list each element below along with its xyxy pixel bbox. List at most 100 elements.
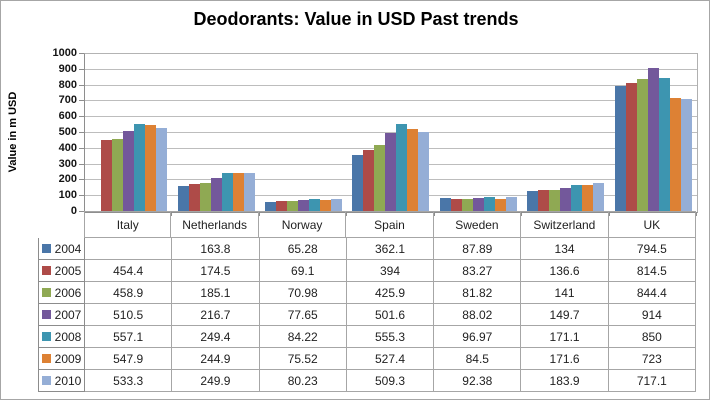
table-value-cell: 249.9 [172, 370, 260, 392]
y-axis-tick-label: 900 [58, 62, 77, 75]
x-axis-tick-mark [608, 212, 610, 216]
table-value-cell: 717.1 [608, 370, 696, 392]
legend-year-label: 2009 [54, 351, 82, 366]
bar [614, 86, 626, 212]
bar-group-sweden [435, 54, 522, 212]
legend-swatch-icon [41, 244, 51, 253]
bar [320, 200, 332, 212]
bar [571, 185, 583, 212]
bar [472, 198, 484, 212]
table-value-cell: 510.5 [85, 304, 173, 326]
bar-slot [418, 132, 430, 212]
x-axis-tick-mark [258, 212, 260, 216]
bar [145, 125, 157, 212]
bar-slot [450, 199, 462, 212]
table-value-cell: 394 [346, 260, 435, 282]
bar-slot [265, 202, 277, 212]
table-value-cell: 70.98 [259, 282, 347, 304]
table-value-cell: 850 [608, 326, 696, 348]
table-value-cell: 555.3 [346, 326, 435, 348]
bar [396, 124, 408, 212]
bar [276, 201, 288, 212]
table-value-cell: 249.4 [172, 326, 260, 348]
legend-swatch-icon [41, 310, 51, 319]
legend-swatch-icon [41, 266, 51, 275]
legend-year-label: 2007 [54, 307, 82, 322]
bar [287, 201, 299, 212]
bar-slot [407, 129, 419, 212]
bar-slot [243, 173, 255, 212]
bar-slot [494, 199, 506, 212]
table-value-cell: 501.6 [346, 304, 435, 326]
bar [625, 83, 637, 212]
bar-slot [658, 78, 670, 212]
bar [123, 131, 135, 212]
y-axis-title: Value in m USD [7, 91, 19, 173]
bar-slot [669, 98, 681, 212]
table-value-cell: 65.28 [259, 238, 347, 260]
bar-slot [582, 185, 594, 212]
legend-year-label: 2006 [54, 285, 82, 300]
bar [363, 150, 375, 212]
bar [101, 140, 113, 212]
bar-slot [320, 200, 332, 212]
bar-slot [571, 185, 583, 212]
bar-slot [374, 145, 386, 212]
bar [112, 139, 124, 212]
table-value-cell: 84.22 [259, 326, 347, 348]
bar [265, 202, 277, 212]
table-value-cell: 723 [608, 348, 696, 370]
table-value-cell: 547.9 [85, 348, 173, 370]
table-value-cell: 914 [608, 304, 696, 326]
bar [680, 99, 692, 212]
legend-cell: 2008 [39, 326, 85, 348]
table-value-cell: 83.27 [434, 260, 522, 282]
y-axis-tick-label: 100 [58, 189, 77, 202]
y-axis-tick-mark [79, 147, 84, 149]
chart-title: Deodorants: Value in USD Past trends [193, 9, 519, 29]
table-value-cell: 216.7 [172, 304, 260, 326]
table-value-cell: 425.9 [346, 282, 435, 304]
bar [156, 128, 168, 212]
bar-slot [614, 86, 626, 212]
gridline [85, 68, 697, 70]
legend-cell: 2010 [39, 370, 85, 392]
bar-slot [331, 199, 343, 212]
bar-slot [625, 83, 637, 212]
legend-cell: 2004 [39, 238, 85, 260]
bar-slot [505, 197, 517, 212]
bar [549, 190, 561, 212]
y-axis-tick-mark [79, 68, 84, 70]
bar-slot [527, 191, 539, 212]
bar-slot [199, 183, 211, 212]
bar [527, 191, 539, 212]
table-value-cell: 163.8 [172, 238, 260, 260]
bar [374, 145, 386, 212]
bar [538, 190, 550, 212]
bar-group-uk [610, 54, 697, 212]
legend-year-label: 2008 [54, 329, 82, 344]
legend-cell: 2006 [39, 282, 85, 304]
y-axis-tick-mark [79, 132, 84, 133]
bar-slot [385, 133, 397, 212]
bar-slot [123, 131, 135, 212]
table-value-cell: 527.4 [346, 348, 435, 370]
y-axis-tick-label: 300 [58, 157, 77, 170]
bar [582, 185, 594, 212]
bar [177, 186, 189, 212]
bar-slot [636, 79, 648, 212]
bar-slot [560, 188, 572, 212]
legend-year-label: 2005 [54, 263, 82, 278]
bar-slot [210, 178, 222, 212]
bar [331, 199, 343, 212]
y-axis-tick-label: 1000 [52, 47, 77, 59]
bar-slot [276, 201, 288, 212]
table-value-cell: 171.6 [521, 348, 609, 370]
bar-slot [439, 198, 451, 212]
y-axis-tick-label: 600 [58, 110, 77, 123]
bar-slot [101, 140, 113, 212]
bar [669, 98, 681, 212]
bar-slot [112, 139, 124, 212]
table-value-cell: 171.1 [521, 326, 609, 348]
bar [505, 197, 517, 212]
